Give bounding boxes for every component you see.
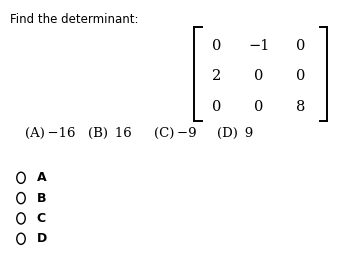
Text: D: D — [37, 232, 47, 245]
Text: 0: 0 — [296, 69, 306, 83]
Text: Find the determinant:: Find the determinant: — [10, 13, 139, 26]
Text: 8: 8 — [296, 100, 306, 114]
Text: 0: 0 — [296, 39, 306, 53]
Text: A: A — [37, 171, 46, 184]
Text: (D)  9: (D) 9 — [217, 127, 253, 140]
Text: 0: 0 — [254, 100, 264, 114]
Text: C: C — [37, 212, 46, 225]
Text: −1: −1 — [248, 39, 270, 53]
Text: 0: 0 — [212, 100, 222, 114]
Text: 0: 0 — [212, 39, 222, 53]
Text: (A) −16: (A) −16 — [25, 127, 75, 140]
Text: (C) −9: (C) −9 — [154, 127, 197, 140]
Text: B: B — [37, 192, 46, 205]
Text: 0: 0 — [254, 69, 264, 83]
Text: 2: 2 — [212, 69, 222, 83]
Text: (B)  16: (B) 16 — [88, 127, 131, 140]
